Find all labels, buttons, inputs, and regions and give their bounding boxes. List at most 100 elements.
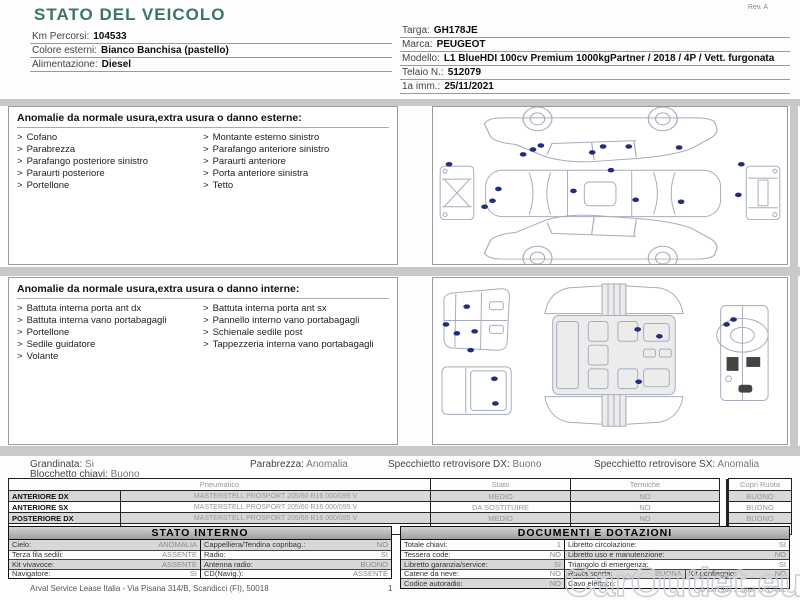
bullet: >: [203, 315, 209, 326]
field-label: Marca:: [402, 39, 433, 50]
list-item: > Montante esterno sinistro: [203, 132, 320, 143]
list-item: > Tetto: [203, 180, 234, 191]
bullet: >: [17, 339, 23, 350]
footer-doc-id: ID 1af19dc 2..d62f ,0..175ac: [698, 587, 786, 594]
list-item: > Battuta interna vano portabagagli: [17, 315, 167, 326]
kv-row: Kit vivavoce: ASSENTE: [9, 559, 200, 569]
list-item: > Schienale sedile post: [203, 327, 303, 338]
copri-value: BUONO: [729, 512, 791, 523]
list-item: > Paraurti anteriore: [203, 156, 286, 167]
divider-band: [0, 99, 800, 106]
footer-company: Arval Service Lease Italia - Via Pisana …: [30, 584, 269, 593]
field-targa: Targa: GH178JE: [400, 24, 790, 38]
bullet: >: [17, 132, 23, 143]
status-line: Grandinata: Si Blocchetto chiavi: Buono …: [0, 458, 800, 480]
status-grandinata: Grandinata: Si: [30, 459, 94, 470]
kv-row: Libretto circolazione: SI: [567, 540, 786, 550]
field-alimentazione: Alimentazione: Diesel: [30, 58, 392, 72]
field-label: Modello:: [402, 53, 440, 64]
tire-row: ANTERIORE DX MASTERSTELL PROSPORT 205/60…: [9, 490, 719, 501]
field-value: 104533: [93, 31, 127, 42]
col-header-termiche: Termiche: [629, 480, 661, 489]
list-item: > Parafango posteriore sinistro: [17, 156, 149, 167]
field-label: Alimentazione:: [32, 59, 98, 70]
status-blocchetto: Blocchetto chiavi: Buono: [30, 469, 140, 480]
field-label: 1a imm.:: [402, 81, 441, 92]
list-item: > Portellone: [17, 327, 70, 338]
kv-row: Totale chiavi: 1: [404, 540, 561, 550]
stato-interno-right: Cappelliera/Tendina copribag.: NO Radio: S…: [200, 540, 391, 578]
stato-interno-title: STATO INTERNO: [9, 527, 391, 540]
interior-anomalies-box: Anomalie da normale usura,extra usura o …: [8, 277, 398, 445]
bullet: >: [203, 144, 209, 155]
kv-row: Cielo: ANOMALIA: [9, 540, 200, 550]
page-title: STATO DEL VEICOLO: [34, 5, 226, 24]
field-telaio: Telaio N.: 512079: [400, 66, 790, 80]
divider-band: [0, 446, 800, 456]
exterior-anomalies-title: Anomalie da normale usura,extra usura o …: [17, 112, 389, 128]
field-label: Km Percorsi:: [32, 31, 90, 42]
interior-car-diagram-svg: [441, 283, 769, 427]
list-item: > Paraurti posteriore: [17, 168, 105, 179]
status-parabrezza: Parabrezza: Anomalia: [250, 459, 348, 470]
bullet: >: [203, 156, 209, 167]
bullet: >: [17, 327, 23, 338]
field-label: Telaio N.:: [402, 67, 444, 78]
bullet: >: [17, 156, 23, 167]
list-item: > Pannello interno vano portabagagli: [203, 315, 360, 326]
kv-row: Codice autoradio: NO: [401, 578, 564, 588]
field-marca: Marca: PEUGEOT: [400, 38, 790, 52]
documenti-section: DOCUMENTI E DOTAZIONI Totale chiavi: 1 Te…: [400, 526, 790, 589]
exterior-damage-diagram: [432, 106, 788, 271]
bullet: >: [203, 303, 209, 314]
kv-row: Cappelliera/Tendina copribag.: NO: [201, 540, 391, 550]
interior-damage-diagram: [432, 277, 788, 445]
bullet: >: [203, 168, 209, 179]
bullet: >: [203, 327, 209, 338]
field-modello: Modello: L1 BlueHDI 100cv Premium 1000kg…: [400, 52, 790, 66]
field-km: Km Percorsi: 104533: [30, 30, 392, 44]
field-label: Targa:: [402, 25, 430, 36]
exterior-damage-markers: [445, 143, 745, 210]
bullet: >: [17, 315, 23, 326]
footer-page-number: 1: [388, 584, 393, 593]
interior-damage-markers: [442, 304, 737, 406]
kv-row: Cavo elettrico:: [564, 578, 789, 588]
list-item: > Parafango anteriore sinistro: [203, 144, 330, 155]
stato-interno-left: Cielo: ANOMALIA Terza fila sedili: ASSENTE…: [9, 540, 200, 578]
kv-row: Antenna radio: BUONO: [201, 559, 391, 569]
bullet: >: [203, 180, 209, 191]
interior-anomalies-title: Anomalie da normale usura,extra usura o …: [17, 283, 389, 299]
divider-band: [0, 267, 800, 276]
copri-value: BUONO: [729, 501, 791, 512]
status-specchietto-sx: Specchietto retrovisore SX: Anomalia: [594, 459, 760, 470]
documenti-right: Libretto circolazione: SI Libretto uso e …: [563, 540, 789, 588]
kv-row-split: Ruota scorta: BUONA Kit gonfiaggio: NO: [564, 568, 789, 578]
field-colore: Colore esterni: Bianco Banchisa (pastell…: [30, 44, 392, 58]
col-header-copri-ruota: Copri Ruota: [739, 480, 781, 489]
list-item: > Battuta interna porta ant sx: [203, 303, 327, 314]
field-value: Bianco Banchisa (pastello): [101, 45, 229, 56]
field-value: Diesel: [101, 59, 132, 70]
tire-table-header: Pneumatico Stato Termiche: [9, 479, 719, 490]
field-value: 25/11/2021: [444, 81, 494, 92]
list-item: > Portellone: [17, 180, 70, 191]
list-item: > Cofano: [17, 132, 58, 143]
field-prima-imm: 1a imm.: 25/11/2021: [400, 80, 790, 94]
bullet: >: [17, 303, 23, 314]
stato-interno-section: STATO INTERNO Cielo: ANOMALIA Terza fila …: [8, 526, 392, 579]
field-value: 512079: [447, 67, 482, 78]
revision-label: Rev. A: [747, 4, 768, 11]
tire-row: POSTERIORE DX MASTERSTELL PROSPORT 205/6…: [9, 512, 719, 523]
kv-row: Radio: SI: [201, 549, 391, 559]
bullet: >: [203, 339, 209, 350]
kv-row: Terza fila sedili: ASSENTE: [9, 549, 200, 559]
col-header-stato: Stato: [431, 479, 571, 490]
list-item: > Tappezzeria interna vano portabagagli: [203, 339, 374, 350]
exterior-anomalies-col2: > Montante esterno sinistro > Parafango an…: [203, 132, 389, 192]
list-item: > Parabrezza: [17, 144, 76, 155]
kv-row: Triangolo di emergenza: SI: [564, 559, 789, 569]
list-item: > Sedile guidatore: [17, 339, 96, 350]
vehicle-summary-left: Km Percorsi: 104533 Colore esterni: Bian…: [30, 30, 392, 72]
